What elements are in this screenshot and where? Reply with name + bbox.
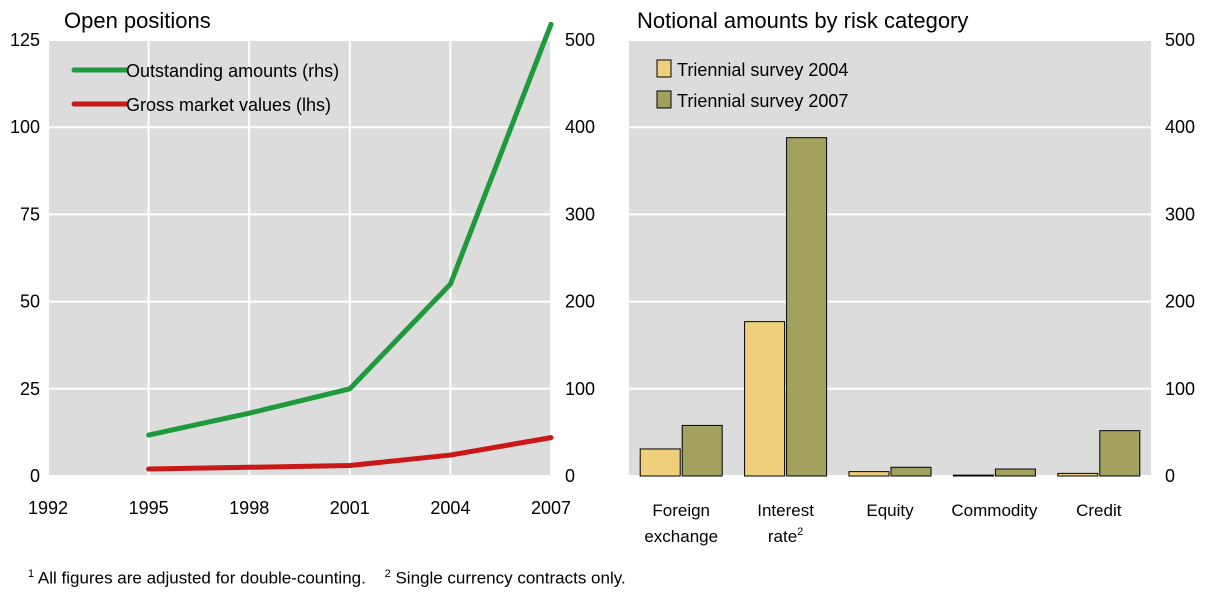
left-x-tick-label: 2007: [531, 498, 571, 518]
category-label-2: Equity: [866, 501, 914, 520]
right-chart-title: Notional amounts by risk category: [637, 8, 968, 33]
legend-label-line-0: Outstanding amounts (rhs): [126, 61, 339, 81]
left-x-tick-label: 1995: [129, 498, 169, 518]
left-right-axis-tick-label: 500: [565, 30, 595, 50]
bar-1-0: [744, 321, 786, 477]
category-label-1: Interest: [757, 501, 814, 520]
category-label-3: Commodity: [951, 501, 1037, 520]
series-line-1: [146, 435, 554, 472]
legend-label-bar-1: Triennial survey 2007: [677, 91, 848, 111]
left-right-axis-tick-label: 300: [565, 204, 595, 224]
left-y-tick-label: 100: [10, 117, 40, 137]
footnote-2-marker: 2: [384, 568, 391, 580]
right-y-tick-label: 400: [1165, 117, 1195, 137]
right-plot-background: [629, 40, 1151, 476]
left-y-tick-label: 75: [20, 204, 40, 224]
left-y-tick-label: 25: [20, 379, 40, 399]
left-right-axis-tick-label: 100: [565, 379, 595, 399]
bar-4-1: [1099, 430, 1141, 477]
left-x-tick-label: 1998: [229, 498, 269, 518]
bar-3-1: [994, 468, 1036, 477]
right-y-tick-label: 0: [1165, 466, 1175, 486]
bar-1-1: [786, 137, 828, 477]
bar-0-1: [681, 424, 723, 477]
left-x-tick-label: 2004: [430, 498, 470, 518]
footnote-1-marker: 1: [28, 568, 35, 580]
legend-label-bar-0: Triennial survey 2004: [677, 60, 848, 80]
bar-0-0: [639, 448, 681, 477]
bar-2-0: [848, 471, 890, 477]
category-label-1: rate2: [768, 526, 803, 546]
right-y-tick-label: 500: [1165, 30, 1195, 50]
bar-2-1: [890, 466, 932, 477]
right-y-tick-label: 300: [1165, 204, 1195, 224]
footnote-1-text: All figures are adjusted for double-coun…: [37, 568, 366, 588]
left-y-tick-label: 0: [30, 466, 40, 486]
category-label-0: exchange: [644, 527, 718, 546]
footnote-2-text: Single currency contracts only.: [395, 568, 626, 588]
left-right-axis-tick-label: 200: [565, 292, 595, 312]
left-x-tick-label: 2001: [330, 498, 370, 518]
left-right-axis-tick-label: 400: [565, 117, 595, 137]
category-footnote-marker: 2: [797, 526, 803, 538]
category-label-4: Credit: [1076, 501, 1122, 520]
bar-3-0: [952, 474, 994, 477]
left-y-tick-label: 125: [10, 30, 40, 50]
legend-label-line-1: Gross market values (lhs): [126, 95, 331, 115]
legend-swatch-bar-1: [656, 90, 672, 109]
left-chart-title: Open positions: [64, 8, 211, 33]
legend-swatch-bar-0: [656, 59, 672, 78]
category-label-0: Foreign: [652, 501, 710, 520]
footnotes: 1 All figures are adjusted for double-co…: [28, 568, 626, 589]
left-x-tick-label: 1992: [28, 498, 68, 518]
bar-4-0: [1057, 472, 1099, 477]
left-y-tick-label: 50: [20, 292, 40, 312]
right-y-tick-label: 200: [1165, 292, 1195, 312]
left-right-axis-tick-label: 0: [565, 466, 575, 486]
right-y-tick-label: 100: [1165, 379, 1195, 399]
series-line-0: [146, 21, 554, 438]
